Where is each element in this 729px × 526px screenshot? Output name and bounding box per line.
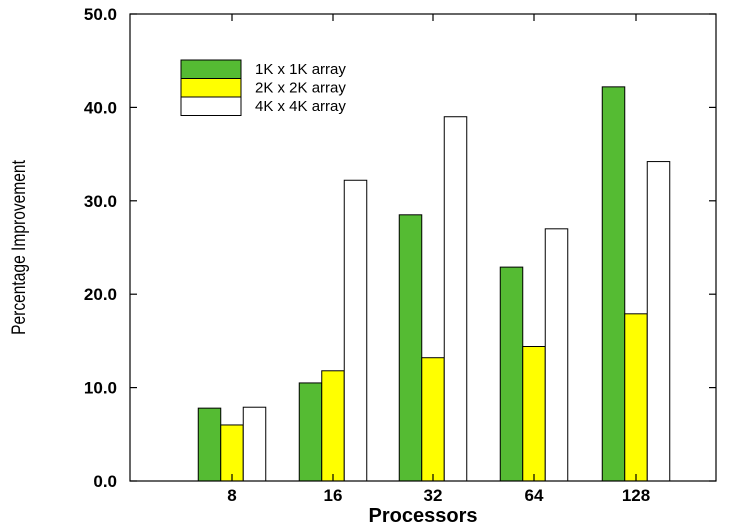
bar-2-64 [522, 346, 546, 482]
bar-3-32 [443, 116, 468, 482]
bar-1-16 [298, 382, 323, 482]
bar-3-64 [544, 228, 569, 482]
y-tick-label: 0.0 [93, 472, 117, 491]
x-tick-label: 128 [622, 486, 650, 505]
bar-2-128 [624, 313, 648, 482]
x-tick-label: 64 [525, 486, 544, 505]
y-tick-label: 30.0 [84, 192, 117, 211]
y-tick-label: 20.0 [84, 285, 117, 304]
x-axis: 8 16 32 64 128 [227, 14, 650, 505]
legend-swatch-3 [180, 96, 242, 116]
x-axis-title: Processors [369, 505, 478, 526]
y-tick-label: 40.0 [84, 98, 117, 117]
x-tick-label: 32 [424, 486, 443, 505]
bar-2-16 [321, 370, 345, 482]
bar-3-128 [646, 161, 671, 482]
x-tick-label: 8 [227, 486, 236, 505]
y-tick-label: 10.0 [84, 379, 117, 398]
y-axis: 0.0 10.0 20.0 30.0 40.0 50.0 [84, 5, 716, 491]
bar-2-32 [421, 357, 445, 482]
bars-layer [197, 86, 671, 482]
legend-swatch-2 [180, 78, 242, 98]
bar-2-8 [220, 424, 244, 482]
bar-3-16 [343, 179, 368, 482]
x-tick-label: 16 [324, 486, 343, 505]
y-tick-label: 50.0 [84, 5, 117, 24]
legend-label-1: 1K x 1K array [255, 61, 346, 78]
bar-1-32 [398, 214, 423, 482]
plot-frame [129, 13, 717, 482]
legend-swatch-1 [180, 59, 242, 79]
bar-1-64 [499, 266, 524, 482]
legend-label-2: 2K x 2K array [255, 80, 346, 97]
bar-1-128 [601, 86, 626, 482]
y-axis-title: Percentage Improvement [8, 160, 30, 335]
bar-3-8 [242, 406, 267, 482]
legend-label-3: 4K x 4K array [255, 98, 346, 115]
bar-1-8 [197, 407, 222, 482]
